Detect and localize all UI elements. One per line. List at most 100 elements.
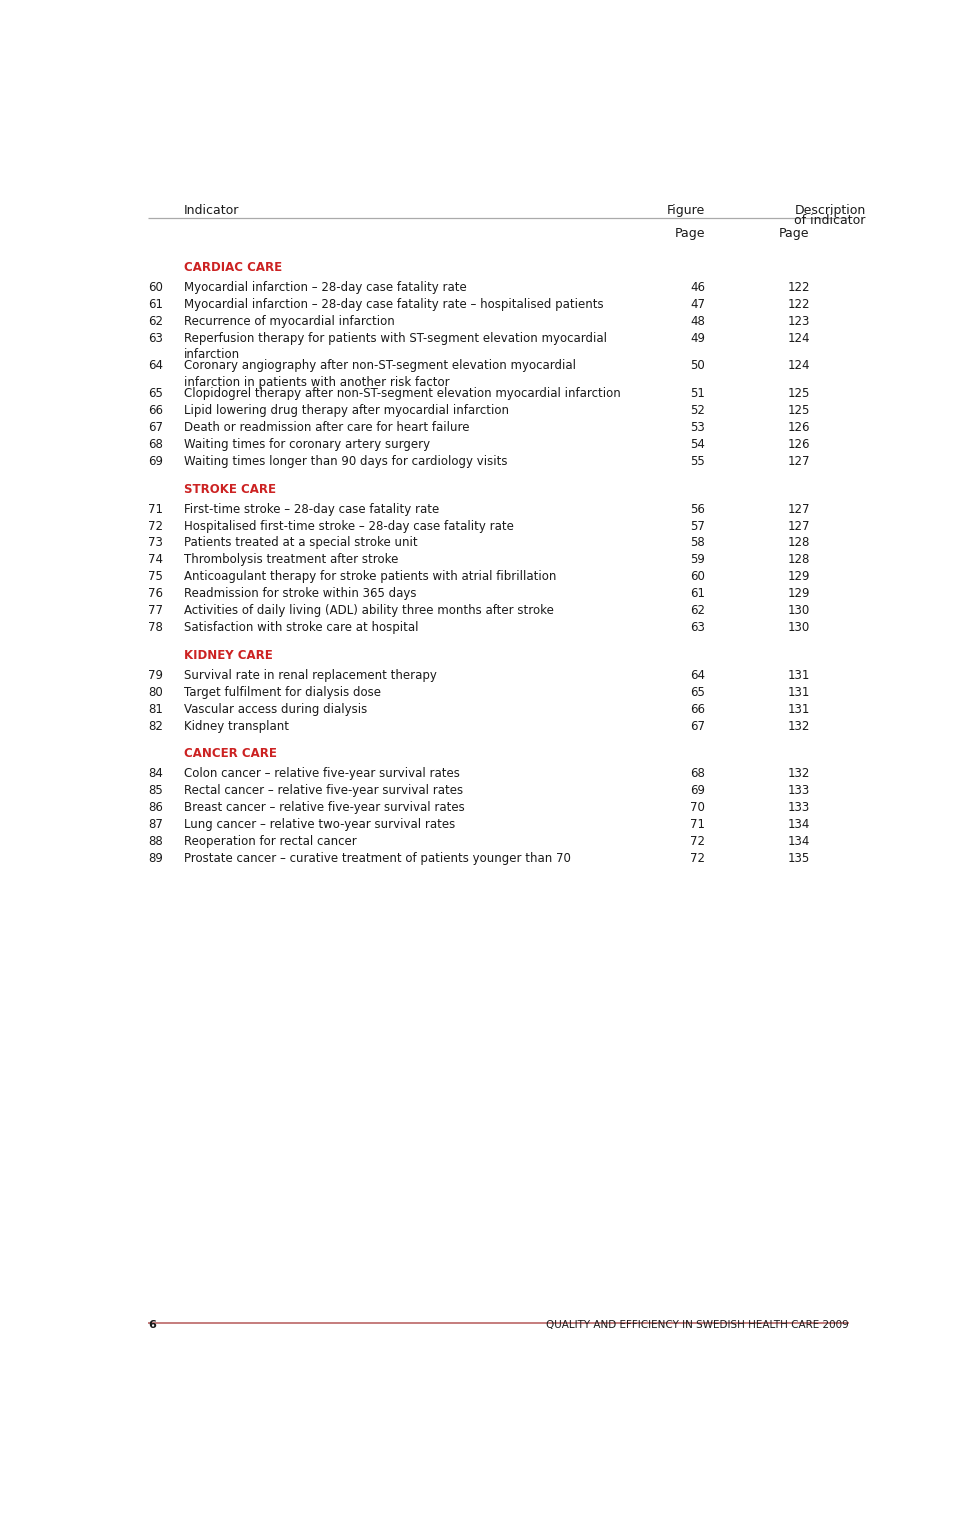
Text: 65: 65 — [690, 687, 706, 699]
Text: 64: 64 — [148, 360, 163, 372]
Text: 62: 62 — [148, 314, 163, 328]
Text: 52: 52 — [690, 404, 706, 418]
Text: 56: 56 — [690, 503, 706, 515]
Text: 131: 131 — [787, 687, 809, 699]
Text: Recurrence of myocardial infarction: Recurrence of myocardial infarction — [183, 314, 395, 328]
Text: KIDNEY CARE: KIDNEY CARE — [183, 649, 273, 662]
Text: 134: 134 — [787, 819, 809, 831]
Text: 127: 127 — [787, 454, 809, 468]
Text: 48: 48 — [690, 314, 706, 328]
Text: 81: 81 — [148, 703, 163, 715]
Text: Lung cancer – relative two-year survival rates: Lung cancer – relative two-year survival… — [183, 819, 455, 831]
Text: 51: 51 — [690, 387, 706, 399]
Text: 124: 124 — [787, 360, 809, 372]
Text: 129: 129 — [787, 570, 809, 583]
Text: of indicator: of indicator — [794, 214, 866, 226]
Text: 66: 66 — [148, 404, 163, 418]
Text: 122: 122 — [787, 281, 809, 293]
Text: 72: 72 — [690, 835, 706, 848]
Text: Hospitalised first-time stroke – 28-day case fatality rate: Hospitalised first-time stroke – 28-day … — [183, 519, 514, 533]
Text: Prostate cancer – curative treatment of patients younger than 70: Prostate cancer – curative treatment of … — [183, 852, 570, 866]
Text: Reoperation for rectal cancer: Reoperation for rectal cancer — [183, 835, 356, 848]
Text: 130: 130 — [787, 621, 809, 633]
Text: 65: 65 — [148, 387, 163, 399]
Text: Waiting times longer than 90 days for cardiology visits: Waiting times longer than 90 days for ca… — [183, 454, 507, 468]
Text: Rectal cancer – relative five-year survival rates: Rectal cancer – relative five-year survi… — [183, 784, 463, 797]
Text: STROKE CARE: STROKE CARE — [183, 483, 276, 495]
Text: 126: 126 — [787, 437, 809, 451]
Text: Lipid lowering drug therapy after myocardial infarction: Lipid lowering drug therapy after myocar… — [183, 404, 509, 418]
Text: 130: 130 — [787, 605, 809, 617]
Text: Readmission for stroke within 365 days: Readmission for stroke within 365 days — [183, 588, 416, 600]
Text: 85: 85 — [148, 784, 162, 797]
Text: 68: 68 — [690, 767, 706, 781]
Text: Kidney transplant: Kidney transplant — [183, 720, 289, 732]
Text: 131: 131 — [787, 703, 809, 715]
Text: 61: 61 — [690, 588, 706, 600]
Text: 63: 63 — [148, 331, 163, 345]
Text: Target fulfilment for dialysis dose: Target fulfilment for dialysis dose — [183, 687, 380, 699]
Text: 80: 80 — [148, 687, 162, 699]
Text: 123: 123 — [787, 314, 809, 328]
Text: 133: 133 — [787, 802, 809, 814]
Text: 76: 76 — [148, 588, 163, 600]
Text: 46: 46 — [690, 281, 706, 293]
Text: Clopidogrel therapy after non-ST-segment elevation myocardial infarction: Clopidogrel therapy after non-ST-segment… — [183, 387, 620, 399]
Text: 67: 67 — [148, 421, 163, 434]
Text: 71: 71 — [148, 503, 163, 515]
Text: Thrombolysis treatment after stroke: Thrombolysis treatment after stroke — [183, 553, 398, 567]
Text: 49: 49 — [690, 331, 706, 345]
Text: Indicator: Indicator — [183, 204, 239, 217]
Text: 69: 69 — [690, 784, 706, 797]
Text: Coronary angiography after non-ST-segment elevation myocardial
infarction in pat: Coronary angiography after non-ST-segmen… — [183, 360, 576, 389]
Text: Patients treated at a special stroke unit: Patients treated at a special stroke uni… — [183, 536, 418, 550]
Text: 125: 125 — [787, 404, 809, 418]
Text: 55: 55 — [690, 454, 706, 468]
Text: QUALITY AND EFFICIENCY IN SWEDISH HEALTH CARE 2009: QUALITY AND EFFICIENCY IN SWEDISH HEALTH… — [545, 1320, 849, 1331]
Text: 64: 64 — [690, 668, 706, 682]
Text: Figure: Figure — [667, 204, 706, 217]
Text: 128: 128 — [787, 553, 809, 567]
Text: 126: 126 — [787, 421, 809, 434]
Text: 127: 127 — [787, 503, 809, 515]
Text: 128: 128 — [787, 536, 809, 550]
Text: 47: 47 — [690, 298, 706, 311]
Text: 86: 86 — [148, 802, 163, 814]
Text: Survival rate in renal replacement therapy: Survival rate in renal replacement thera… — [183, 668, 437, 682]
Text: 131: 131 — [787, 668, 809, 682]
Text: 74: 74 — [148, 553, 163, 567]
Text: 133: 133 — [787, 784, 809, 797]
Text: 60: 60 — [148, 281, 163, 293]
Text: Description: Description — [794, 204, 866, 217]
Text: Reperfusion therapy for patients with ST-segment elevation myocardial
infarction: Reperfusion therapy for patients with ST… — [183, 331, 607, 362]
Text: First-time stroke – 28-day case fatality rate: First-time stroke – 28-day case fatality… — [183, 503, 439, 515]
Text: 72: 72 — [690, 852, 706, 866]
Text: Myocardial infarction – 28-day case fatality rate: Myocardial infarction – 28-day case fata… — [183, 281, 467, 293]
Text: 82: 82 — [148, 720, 163, 732]
Text: Waiting times for coronary artery surgery: Waiting times for coronary artery surger… — [183, 437, 430, 451]
Text: 6: 6 — [148, 1320, 156, 1331]
Text: Activities of daily living (ADL) ability three months after stroke: Activities of daily living (ADL) ability… — [183, 605, 553, 617]
Text: Anticoagulant therapy for stroke patients with atrial fibrillation: Anticoagulant therapy for stroke patient… — [183, 570, 556, 583]
Text: 50: 50 — [690, 360, 706, 372]
Text: 68: 68 — [148, 437, 163, 451]
Text: 69: 69 — [148, 454, 163, 468]
Text: 79: 79 — [148, 668, 163, 682]
Text: 58: 58 — [690, 536, 706, 550]
Text: 70: 70 — [690, 802, 706, 814]
Text: Colon cancer – relative five-year survival rates: Colon cancer – relative five-year surviv… — [183, 767, 460, 781]
Text: Satisfaction with stroke care at hospital: Satisfaction with stroke care at hospita… — [183, 621, 418, 633]
Text: 127: 127 — [787, 519, 809, 533]
Text: CANCER CARE: CANCER CARE — [183, 747, 276, 761]
Text: 89: 89 — [148, 852, 163, 866]
Text: 62: 62 — [690, 605, 706, 617]
Text: 122: 122 — [787, 298, 809, 311]
Text: 134: 134 — [787, 835, 809, 848]
Text: 59: 59 — [690, 553, 706, 567]
Text: 57: 57 — [690, 519, 706, 533]
Text: 66: 66 — [690, 703, 706, 715]
Text: 132: 132 — [787, 720, 809, 732]
Text: 84: 84 — [148, 767, 163, 781]
Text: 78: 78 — [148, 621, 163, 633]
Text: CARDIAC CARE: CARDIAC CARE — [183, 261, 281, 273]
